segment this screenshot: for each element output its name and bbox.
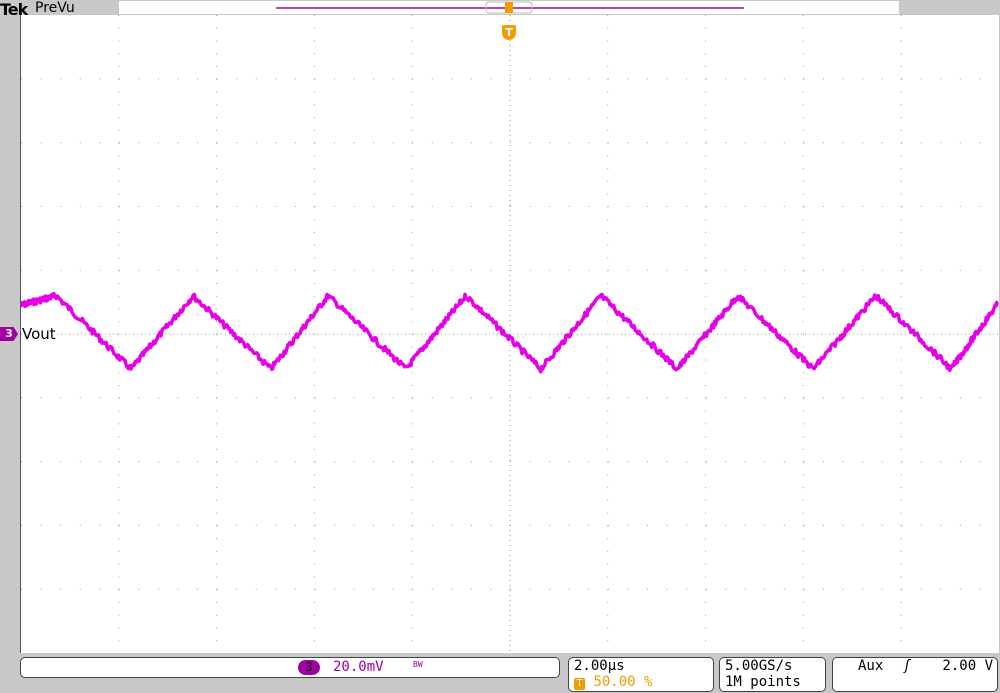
sample-rate: 5.00GS/s xyxy=(725,658,793,674)
brand-logo: Tek xyxy=(0,0,28,19)
record-length: 1M points xyxy=(725,674,801,690)
vertical-scale: 20.0mV xyxy=(333,659,384,675)
trigger-position: 50.00 % xyxy=(593,674,653,690)
trigger-icon: T xyxy=(574,678,585,690)
waveform-display[interactable] xyxy=(20,15,999,653)
vout-trace xyxy=(21,291,999,374)
channel-3-ground-marker[interactable]: 3 xyxy=(0,327,18,341)
trigger-position-icon xyxy=(505,2,513,13)
channel-label: Vout xyxy=(22,325,56,343)
trigger-position-marker-icon[interactable]: T xyxy=(502,25,516,40)
trigger-source: Aux xyxy=(858,658,884,674)
record-view-bar[interactable] xyxy=(119,1,899,14)
bandwidth-limit-icon: BW xyxy=(413,660,423,669)
rising-edge-icon: ʃ xyxy=(903,658,912,674)
acquisition-readout[interactable]: 5.00GS/s 1M points xyxy=(719,657,826,692)
horizontal-scale: 2.00µs xyxy=(574,658,625,674)
trigger-readout[interactable]: Aux ʃ 2.00 V xyxy=(832,657,998,692)
trigger-level: 2.00 V xyxy=(942,658,993,674)
acquisition-mode: PreVu xyxy=(35,0,75,16)
channel-badge: 3 xyxy=(298,660,320,675)
channel-readout[interactable]: 3 20.0mV BW xyxy=(20,657,560,678)
horizontal-readout[interactable]: 2.00µs T 50.00 % xyxy=(568,657,714,692)
